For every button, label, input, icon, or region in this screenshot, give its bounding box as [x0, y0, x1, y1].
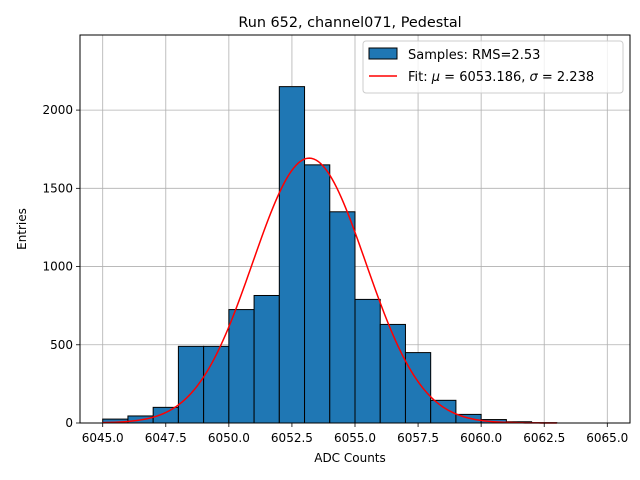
histogram-bar: [379, 323, 406, 424]
histogram-bar: [152, 406, 179, 424]
x-tick-label: 6062.5: [523, 431, 565, 445]
x-tick-label: 6052.5: [271, 431, 313, 445]
x-tick-label: 6055.0: [334, 431, 376, 445]
histogram-bar: [354, 298, 381, 424]
y-tick-label: 1500: [42, 181, 73, 195]
histogram-bar: [404, 352, 432, 424]
legend-samples-label: Samples: RMS=2.53: [408, 48, 540, 63]
histogram-bar: [278, 86, 306, 424]
legend-fit-label: Fit: μ = 6053.186, σ = 2.238: [408, 70, 594, 85]
y-tick-label: 2000: [42, 103, 73, 117]
x-axis-label: ADC Counts: [314, 451, 386, 465]
x-tick-label: 6060.0: [460, 431, 502, 445]
x-tick-label: 6047.5: [145, 431, 187, 445]
histogram-bar: [177, 345, 205, 424]
histogram-bar: [329, 211, 356, 424]
histogram-bar: [253, 294, 280, 424]
histogram-bar: [228, 309, 255, 424]
y-tick-label: 1000: [42, 260, 73, 274]
x-tick-label: 6057.5: [397, 431, 439, 445]
histogram-bar: [304, 164, 331, 424]
gaussian-fit-curve: [102, 157, 557, 424]
x-axis-ticks: 6045.0 6047.5 6050.0 6052.5 6055.0 6057.5 6060…: [82, 423, 628, 445]
legend-box: [362, 40, 624, 94]
y-tick-label: 0: [65, 416, 73, 430]
x-tick-label: 6065.0: [586, 431, 628, 445]
histogram-bar: [203, 345, 230, 424]
y-tick-label: 500: [50, 338, 73, 352]
y-axis-ticks: 0 500 1000 1500 2000: [42, 103, 80, 430]
chart-title: Run 652, channel071, Pedestal: [238, 15, 461, 31]
x-tick-label: 6045.0: [82, 431, 124, 445]
legend-samples-swatch: [368, 47, 398, 60]
y-axis-label: Entries: [15, 208, 29, 250]
x-tick-label: 6050.0: [208, 431, 250, 445]
legend: Samples: RMS=2.53 Fit: μ = 6053.186, σ =…: [362, 40, 624, 94]
